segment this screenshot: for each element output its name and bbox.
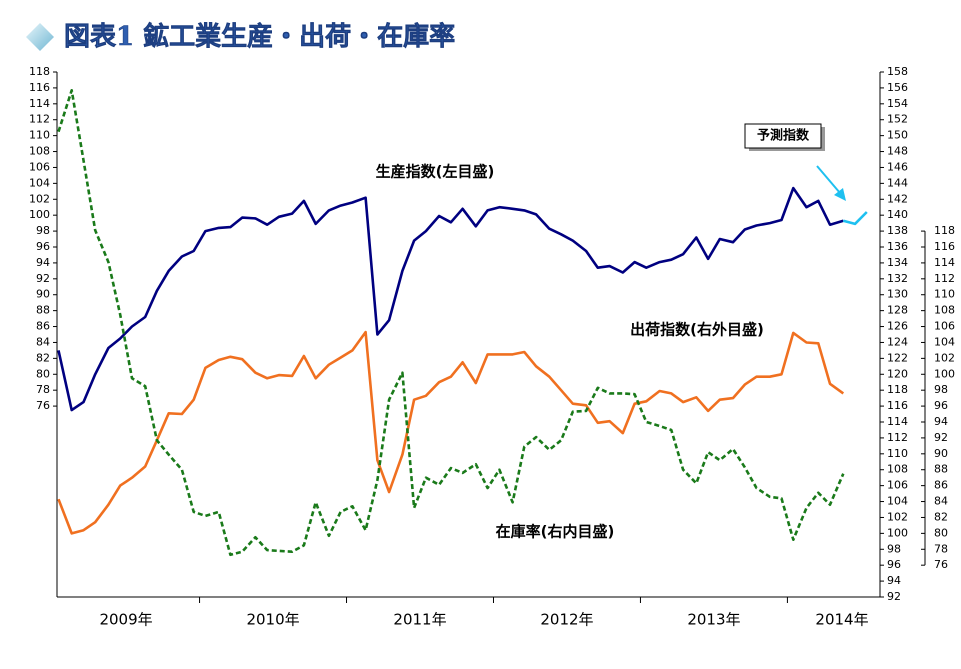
series-label: 出荷指数(右外目盛) — [630, 321, 764, 339]
tick-label: 98 — [36, 224, 50, 237]
tick-label: 90 — [36, 288, 50, 301]
tick-label: 96 — [887, 558, 901, 571]
tick-label: 92 — [887, 590, 901, 603]
tick-label: 94 — [934, 415, 948, 428]
tick-label: 82 — [934, 510, 948, 523]
series-line — [57, 186, 844, 412]
tick-label: 136 — [887, 240, 908, 253]
tick-label: 108 — [934, 304, 955, 317]
tick-label: 146 — [887, 160, 908, 173]
tick-label: 104 — [29, 176, 50, 189]
tick-label: 148 — [887, 145, 908, 158]
tick-label: 80 — [934, 526, 948, 539]
series-label: 在庫率(右内目盛) — [496, 523, 615, 541]
tick-label: 92 — [934, 431, 948, 444]
tick-label: 108 — [887, 463, 908, 476]
series-label: 生産指数(左目盛) — [376, 163, 495, 181]
tick-label: 116 — [29, 81, 50, 94]
title-icon — [26, 23, 54, 51]
tick-label: 102 — [29, 192, 50, 205]
tick-label: 96 — [36, 240, 50, 253]
tick-label: 126 — [887, 320, 908, 333]
tick-label: 122 — [887, 351, 908, 364]
tick-label: 112 — [887, 431, 908, 444]
tick-label: 102 — [934, 351, 955, 364]
tick-label: 120 — [887, 367, 908, 380]
tick-label: 130 — [887, 288, 908, 301]
tick-label: 116 — [934, 240, 955, 253]
x-tick-label: 2010年 — [246, 611, 299, 629]
label-box — [744, 123, 822, 149]
tick-label: 78 — [36, 383, 50, 396]
tick-label: 110 — [934, 288, 955, 301]
tick-label: 96 — [934, 399, 948, 412]
arrow-head — [834, 188, 846, 201]
tick-label: 112 — [934, 272, 955, 285]
series-line — [57, 89, 845, 557]
tick-label: 114 — [887, 415, 908, 428]
tick-label: 94 — [887, 574, 901, 587]
chart-title: 図表1 鉱工業生産・出荷・在庫率 — [64, 21, 455, 52]
tick-label: 118 — [29, 65, 50, 78]
tick-label: 92 — [36, 272, 50, 285]
tick-label: 78 — [934, 542, 948, 555]
series-label: 予測指数 — [757, 128, 810, 144]
tick-label: 138 — [887, 224, 908, 237]
tick-label: 88 — [36, 304, 50, 317]
tick-label: 90 — [934, 447, 948, 460]
x-tick-label: 2012年 — [540, 611, 593, 629]
tick-label: 94 — [36, 256, 50, 269]
tick-label: 158 — [887, 65, 908, 78]
tick-label: 84 — [934, 495, 948, 508]
tick-label: 110 — [887, 447, 908, 460]
tick-label: 152 — [887, 113, 908, 126]
arrow-shaft — [816, 165, 841, 194]
tick-label: 116 — [887, 399, 908, 412]
tick-label: 86 — [934, 479, 948, 492]
tick-label: 110 — [29, 129, 50, 142]
tick-label: 88 — [934, 463, 948, 476]
tick-label: 104 — [934, 335, 955, 348]
tick-label: 114 — [934, 256, 955, 269]
tick-label: 100 — [29, 208, 50, 221]
tick-label: 106 — [934, 320, 955, 333]
tick-label: 108 — [29, 145, 50, 158]
tick-label: 76 — [36, 399, 50, 412]
tick-label: 114 — [29, 97, 50, 110]
tick-label: 124 — [887, 335, 908, 348]
series-line — [842, 211, 868, 226]
tick-label: 102 — [887, 510, 908, 523]
tick-label: 76 — [934, 558, 948, 571]
tick-label: 100 — [887, 526, 908, 539]
tick-label: 154 — [887, 97, 908, 110]
tick-label: 98 — [934, 383, 948, 396]
tick-label: 142 — [887, 192, 908, 205]
tick-label: 132 — [887, 272, 908, 285]
tick-label: 86 — [36, 320, 50, 333]
x-tick-label: 2011年 — [393, 611, 446, 629]
x-tick-label: 2014年 — [815, 611, 868, 629]
tick-label: 118 — [887, 383, 908, 396]
tick-label: 84 — [36, 335, 50, 348]
tick-label: 128 — [887, 304, 908, 317]
tick-label: 112 — [29, 113, 50, 126]
x-tick-label: 2009年 — [99, 611, 152, 629]
tick-label: 118 — [934, 224, 955, 237]
tick-label: 106 — [887, 479, 908, 492]
tick-label: 150 — [887, 129, 908, 142]
tick-label: 100 — [934, 367, 955, 380]
tick-label: 98 — [887, 542, 901, 555]
tick-label: 106 — [29, 160, 50, 173]
tick-label: 144 — [887, 176, 908, 189]
x-tick-label: 2013年 — [687, 611, 740, 629]
tick-label: 104 — [887, 495, 908, 508]
tick-label: 82 — [36, 351, 50, 364]
tick-label: 140 — [887, 208, 908, 221]
series-line — [57, 330, 845, 535]
tick-label: 134 — [887, 256, 908, 269]
tick-label: 156 — [887, 81, 908, 94]
tick-label: 80 — [36, 367, 50, 380]
